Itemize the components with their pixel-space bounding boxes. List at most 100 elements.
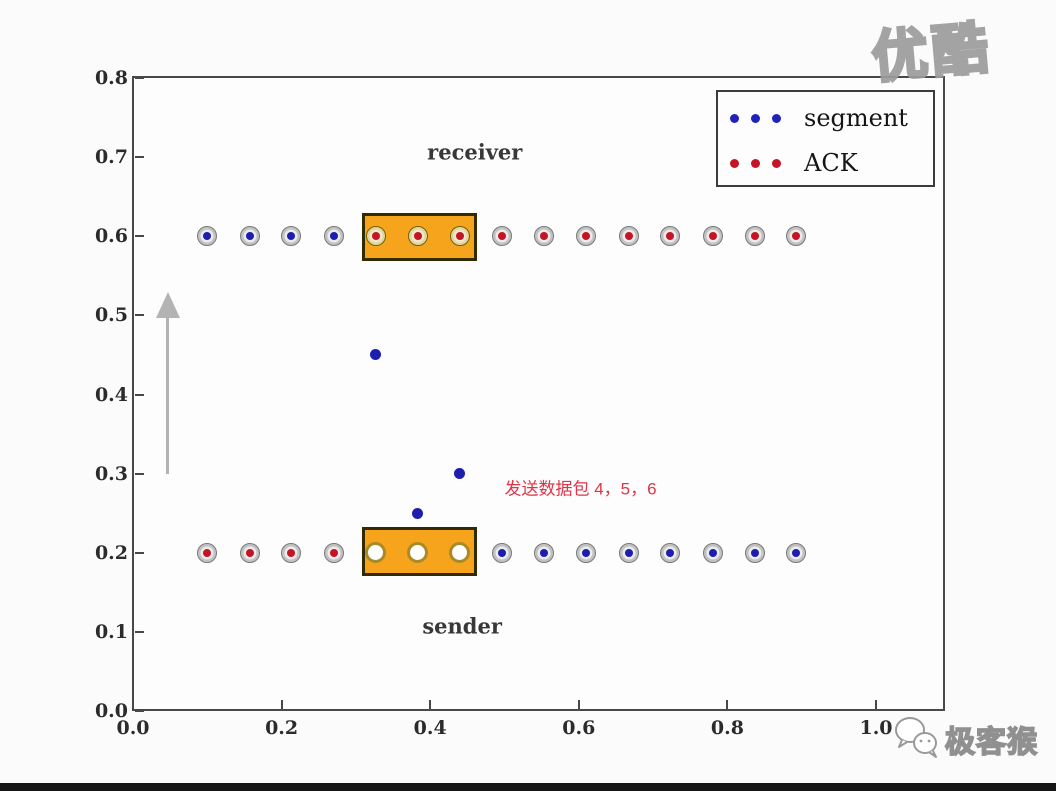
y-tick-mark bbox=[135, 630, 144, 633]
send-packets-annotation: 发送数据包 4，5，6 bbox=[504, 479, 657, 499]
segment-dot-core bbox=[203, 232, 212, 241]
x-tick-label: 0.8 bbox=[710, 717, 744, 739]
ack-dot-core bbox=[371, 232, 380, 241]
y-tick-label: 0.3 bbox=[94, 462, 128, 485]
up-arrow-shaft bbox=[166, 317, 170, 474]
legend: segment ACK bbox=[716, 90, 935, 187]
ack-dot-core bbox=[539, 232, 548, 241]
ack-dot bbox=[281, 542, 302, 563]
sent-unacked-slot-dot bbox=[365, 542, 387, 564]
ack-dot-core bbox=[245, 548, 254, 557]
y-tick-mark bbox=[135, 710, 144, 712]
ack-dot bbox=[197, 542, 218, 563]
y-tick-label: 0.8 bbox=[94, 67, 128, 89]
ack-dot-core bbox=[708, 232, 717, 241]
segment-dot bbox=[197, 226, 218, 247]
segment-dot bbox=[533, 542, 554, 563]
segment-dot bbox=[744, 542, 765, 563]
y-tick-label: 0.6 bbox=[94, 225, 128, 248]
ack-dot bbox=[449, 226, 470, 247]
segment-dot-core bbox=[287, 232, 296, 241]
legend-entry-segment: segment bbox=[718, 96, 933, 140]
ack-dot bbox=[533, 226, 554, 247]
ack-dot-icon bbox=[730, 158, 739, 168]
receiver-label: receiver bbox=[427, 139, 523, 165]
ack-dot bbox=[744, 226, 765, 247]
segment-dot-core bbox=[750, 548, 759, 557]
segment-dot-core bbox=[539, 548, 548, 557]
segment-dot bbox=[576, 542, 597, 563]
segment-dot bbox=[660, 542, 681, 563]
segment-dot-core bbox=[792, 548, 801, 557]
x-tick-mark bbox=[577, 700, 580, 709]
ack-dot-core bbox=[792, 232, 801, 241]
y-tick-mark bbox=[135, 156, 144, 159]
x-tick-label: 0.0 bbox=[116, 717, 150, 739]
segment-dot bbox=[618, 542, 639, 563]
ack-dot bbox=[702, 226, 723, 247]
y-tick-label: 0.7 bbox=[94, 146, 128, 169]
ack-dot-core bbox=[666, 232, 675, 241]
ack-dot-core bbox=[455, 232, 464, 241]
ack-dot-core bbox=[750, 232, 759, 241]
y-tick-label: 0.4 bbox=[94, 383, 128, 406]
ack-dot bbox=[323, 542, 344, 563]
x-tick-label: 0.6 bbox=[562, 717, 596, 739]
y-tick-mark bbox=[135, 393, 144, 396]
y-tick-mark bbox=[135, 551, 144, 554]
segment-dot-core bbox=[498, 548, 507, 557]
ack-dot bbox=[239, 542, 260, 563]
segment-dot bbox=[492, 542, 513, 563]
x-tick-mark bbox=[875, 700, 877, 709]
segment-dot-core bbox=[245, 232, 254, 241]
segment-dot-core bbox=[329, 232, 338, 241]
ack-dot-core bbox=[624, 232, 633, 241]
ack-dot-core bbox=[413, 232, 422, 241]
y-tick-label: 0.5 bbox=[94, 304, 128, 327]
legend-label-segment: segment bbox=[804, 104, 908, 132]
segment-dot-core bbox=[708, 548, 717, 557]
y-tick-mark bbox=[135, 77, 144, 79]
segment-dot bbox=[281, 226, 302, 247]
in-flight-segment-dot bbox=[454, 468, 466, 480]
segment-dot-icon bbox=[730, 113, 739, 123]
geekmonkey-text: 极客猴 bbox=[944, 724, 1038, 761]
ack-dot bbox=[492, 226, 513, 247]
x-tick-label: 0.4 bbox=[413, 717, 447, 739]
youku-logo-watermark: 优酷 bbox=[868, 14, 996, 92]
segment-dot bbox=[786, 542, 807, 563]
segment-marker-dots bbox=[730, 113, 781, 123]
segment-dot-core bbox=[666, 548, 675, 557]
ack-dot-core bbox=[329, 548, 338, 557]
ack-dot-core bbox=[498, 232, 507, 241]
bottom-black-bar bbox=[0, 783, 1056, 791]
sent-unacked-slot-dot bbox=[407, 542, 429, 564]
y-tick-mark bbox=[135, 472, 144, 475]
ack-dot bbox=[618, 226, 639, 247]
x-tick-label: 0.2 bbox=[265, 717, 299, 739]
in-flight-segment-dot bbox=[370, 349, 382, 361]
x-tick-mark bbox=[429, 700, 432, 709]
ack-dot-core bbox=[203, 548, 212, 557]
ack-dot-core bbox=[582, 232, 591, 241]
sent-unacked-slot-dot bbox=[449, 542, 471, 564]
segment-dot bbox=[239, 226, 260, 247]
segment-dot bbox=[323, 226, 344, 247]
segment-dot-icon bbox=[772, 113, 781, 123]
ack-dot bbox=[786, 226, 807, 247]
segment-dot bbox=[702, 542, 723, 563]
segment-dot-core bbox=[582, 548, 591, 557]
legend-label-ack: ACK bbox=[804, 149, 858, 177]
legend-entry-ack: ACK bbox=[718, 141, 933, 185]
sender-label: sender bbox=[422, 613, 502, 639]
y-tick-mark bbox=[135, 314, 144, 317]
x-tick-mark bbox=[726, 700, 729, 709]
segment-dot-icon bbox=[751, 113, 760, 123]
in-flight-segment-dot bbox=[412, 507, 424, 519]
geekmonkey-watermark: 极客猴 bbox=[893, 714, 1038, 764]
ack-dot bbox=[407, 226, 428, 247]
ack-dot bbox=[365, 226, 386, 247]
wechat-bubbles-icon bbox=[893, 714, 941, 764]
y-tick-label: 0.2 bbox=[94, 541, 128, 564]
